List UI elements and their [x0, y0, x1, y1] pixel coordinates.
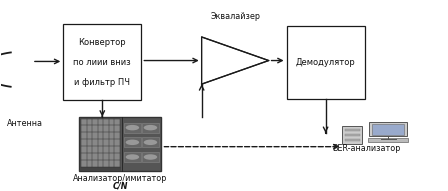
Circle shape: [125, 140, 139, 145]
Bar: [124, 138, 141, 147]
Circle shape: [125, 125, 139, 130]
Bar: [345, 139, 360, 141]
Bar: [79, 117, 161, 171]
Text: и фильтр ПЧ: и фильтр ПЧ: [74, 78, 130, 87]
Circle shape: [144, 154, 157, 160]
Circle shape: [144, 140, 157, 145]
Bar: [142, 152, 159, 162]
Bar: [372, 124, 404, 134]
Bar: [63, 24, 142, 100]
Bar: [369, 122, 407, 136]
Bar: [368, 138, 408, 142]
Bar: [342, 126, 362, 144]
Text: Эквалайзер: Эквалайзер: [210, 12, 260, 21]
Bar: [345, 134, 360, 136]
Text: Конвертор: Конвертор: [78, 38, 126, 47]
Text: Анализатор/имитатор: Анализатор/имитатор: [73, 174, 168, 183]
Circle shape: [125, 154, 139, 160]
Bar: [124, 152, 141, 162]
Bar: [142, 123, 159, 133]
Text: Антенна: Антенна: [7, 119, 43, 128]
Bar: [142, 138, 159, 147]
Bar: [287, 26, 365, 99]
Text: Демодулятор: Демодулятор: [296, 58, 355, 67]
Text: C/N: C/N: [112, 181, 128, 190]
Bar: [345, 129, 360, 131]
Text: BER-анализатор: BER-анализатор: [333, 144, 401, 153]
Bar: [81, 119, 120, 167]
Circle shape: [144, 125, 157, 130]
Text: по лиии вниз: по лиии вниз: [73, 58, 131, 67]
Bar: [80, 167, 121, 171]
Bar: [124, 123, 141, 133]
